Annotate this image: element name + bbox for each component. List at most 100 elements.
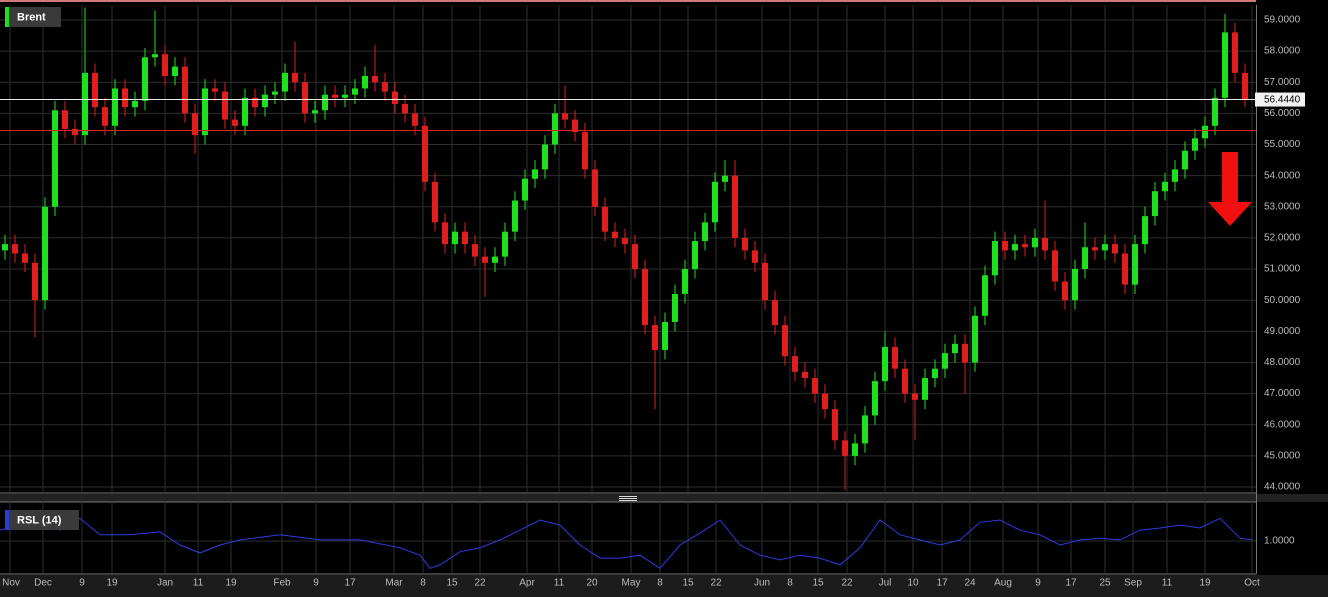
x-tick-label: Jul [879, 578, 892, 589]
candle-body [662, 321, 668, 351]
candle-body [992, 241, 998, 276]
x-tick-label: 24 [964, 578, 976, 589]
y-tick-label: 56.0000 [1264, 108, 1301, 119]
candle-body [1152, 191, 1158, 217]
candle-body [782, 325, 788, 357]
y-tick-label: 59.0000 [1264, 15, 1301, 26]
candle-body [542, 144, 548, 170]
candle-body [42, 206, 48, 301]
y-tick-label: 44.0000 [1264, 482, 1301, 493]
x-tick-label: 15 [812, 578, 824, 589]
candle-body [772, 300, 778, 326]
candle-body [422, 125, 428, 182]
candle-body [942, 353, 948, 369]
legend-swatch [5, 7, 9, 27]
candle-body [142, 57, 148, 101]
candle-body [1042, 237, 1048, 251]
candle-body [1052, 250, 1058, 282]
legend-label: RSL (14) [17, 514, 62, 526]
candle-body [52, 110, 58, 207]
last-price-label: 56.4440 [1264, 95, 1301, 106]
candle-body [442, 222, 448, 245]
candle-body [792, 356, 798, 372]
candle-body [752, 250, 758, 263]
candle-body [932, 368, 938, 379]
x-tick-label: 10 [907, 578, 919, 589]
candle-body [342, 94, 348, 98]
x-tick-label: 11 [193, 578, 204, 589]
candle-body [872, 381, 878, 416]
down-arrow-annotation [1208, 152, 1252, 226]
candle-body [92, 72, 98, 108]
candle-body [122, 88, 128, 108]
candle-body [382, 82, 388, 92]
legend-box[interactable] [5, 510, 79, 530]
x-tick-label: 22 [841, 578, 853, 589]
candle-body [302, 82, 308, 114]
candle-body [682, 269, 688, 294]
candle-body [282, 72, 288, 92]
candle-body [632, 244, 638, 270]
candle-body [842, 440, 848, 456]
last-price-box [1255, 92, 1305, 107]
candle-body [272, 91, 278, 95]
x-tick-label: 17 [344, 578, 356, 589]
y-tick-label: 53.0000 [1264, 201, 1301, 212]
candle-body [1142, 216, 1148, 245]
candle-body [732, 175, 738, 238]
y-tick-label: 47.0000 [1264, 388, 1301, 399]
candle-body [822, 393, 828, 410]
x-tick-label: 19 [1199, 578, 1211, 589]
candle-body [1092, 247, 1098, 251]
y-tick-label: 49.0000 [1264, 326, 1301, 337]
candle-body [922, 378, 928, 400]
marks: Nov Dec 9 19 Jan 11 19 Feb 9 17 Mar 8 15 22 Apr 11 20 May… [0, 7, 1305, 589]
candle-body [1172, 169, 1178, 182]
candle-body [512, 200, 518, 232]
candle-body [1002, 241, 1008, 251]
legend-box[interactable] [5, 7, 61, 27]
candle-body [612, 231, 618, 238]
candle-body [182, 66, 188, 114]
panel-splitter[interactable] [0, 494, 1328, 502]
candle-body [972, 315, 978, 363]
x-tick-label: 25 [1099, 578, 1111, 589]
candle-body [1012, 244, 1018, 251]
candle-body [1102, 244, 1108, 251]
candle-body [1022, 244, 1028, 248]
candle-body [332, 94, 338, 98]
y-tick-label: 57.0000 [1264, 77, 1301, 88]
candle-body [1132, 244, 1138, 285]
candle-body [82, 72, 88, 136]
x-tick-label: Aug [994, 578, 1012, 589]
candle-body [1032, 237, 1038, 248]
y-tick-label: 46.0000 [1264, 419, 1301, 430]
y-tick-label: 45.0000 [1264, 451, 1301, 462]
x-tick-label: May [622, 578, 641, 589]
x-tick-label: 9 [79, 578, 85, 589]
candle-body [462, 231, 468, 245]
candle-body [602, 206, 608, 232]
candle-body [722, 175, 728, 182]
x-tick-label: Feb [273, 578, 291, 589]
candle-body [502, 231, 508, 257]
candle-body [672, 293, 678, 322]
splitter-handle[interactable] [619, 496, 637, 501]
candle-body [452, 231, 458, 245]
candle-body [492, 256, 498, 263]
candle-body [252, 97, 258, 108]
candle-body [762, 262, 768, 301]
candle-body [692, 241, 698, 270]
x-tick-label: 17 [1065, 578, 1077, 589]
candle-body [562, 113, 568, 120]
candle-body [832, 409, 838, 441]
candle-body [552, 113, 558, 145]
candle-body [1112, 244, 1118, 254]
candle-body [482, 256, 488, 263]
legend-label: Brent [17, 11, 46, 23]
x-axis-strip [0, 575, 1328, 597]
candle-body [712, 181, 718, 223]
candle-body [912, 393, 918, 400]
